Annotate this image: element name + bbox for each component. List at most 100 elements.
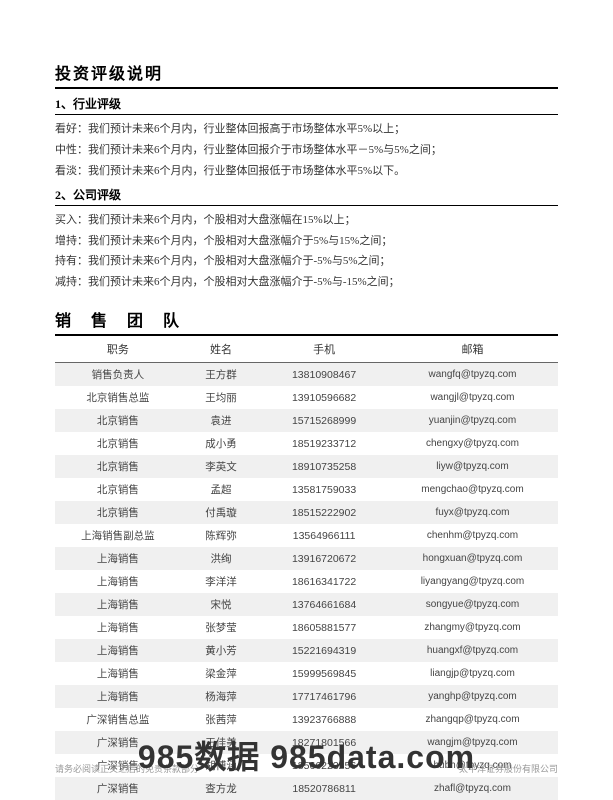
cell-role: 上海销售 <box>55 639 181 662</box>
cell-role: 北京销售 <box>55 478 181 501</box>
cell-name: 李英文 <box>181 455 261 478</box>
table-row: 上海销售黄小芳15221694319huangxf@tpyzq.com <box>55 639 558 662</box>
table-row: 上海销售张梦莹18605881577zhangmy@tpyzq.com <box>55 616 558 639</box>
table-row: 北京销售总监王均丽13910596682wangjl@tpyzq.com <box>55 386 558 409</box>
table-row: 上海销售宋悦13764661684songyue@tpyzq.com <box>55 593 558 616</box>
team-section-title: 销 售 团 队 <box>55 307 558 336</box>
cell-role: 上海销售 <box>55 685 181 708</box>
cell-email: yanghp@tpyzq.com <box>387 685 558 708</box>
table-row: 广深销售查方龙18520786811zhafl@tpyzq.com <box>55 777 558 800</box>
cell-name: 杨海萍 <box>181 685 261 708</box>
cell-phone: 13923766888 <box>261 708 387 731</box>
cell-email: mengchao@tpyzq.com <box>387 478 558 501</box>
cell-role: 北京销售 <box>55 501 181 524</box>
cell-email: zhangqp@tpyzq.com <box>387 708 558 731</box>
definition-line: 买入：我们预计未来6个月内，个股相对大盘涨幅在15%以上； <box>55 210 558 231</box>
cell-phone: 13564966111 <box>261 524 387 547</box>
table-row: 上海销售杨海萍17717461796yanghp@tpyzq.com <box>55 685 558 708</box>
definition-term: 看淡： <box>55 165 88 177</box>
cell-role: 北京销售 <box>55 455 181 478</box>
definition-line: 减持：我们预计未来6个月内，个股相对大盘涨幅介于-5%与-15%之间； <box>55 272 558 293</box>
cell-role: 上海销售 <box>55 547 181 570</box>
sales-team-table: 职务 姓名 手机 邮箱 销售负责人王方群13810908467wangfq@tp… <box>55 336 558 800</box>
table-row: 上海销售李洋洋18616341722liyangyang@tpyzq.com <box>55 570 558 593</box>
cell-name: 李洋洋 <box>181 570 261 593</box>
cell-phone: 18520786811 <box>261 777 387 800</box>
watermark-text: 985数据 985data.com <box>138 732 475 778</box>
table-row: 上海销售副总监陈辉弥13564966111chenhm@tpyzq.com <box>55 524 558 547</box>
definition-line: 看淡：我们预计未来6个月内，行业整体回报低于市场整体水平5%以下。 <box>55 161 558 182</box>
cell-role: 上海销售副总监 <box>55 524 181 547</box>
table-row: 北京销售付禹璇18515222902fuyx@tpyzq.com <box>55 501 558 524</box>
definition-term: 中性： <box>55 144 88 156</box>
definition-term: 增持： <box>55 235 88 247</box>
cell-email: fuyx@tpyzq.com <box>387 501 558 524</box>
cell-role: 上海销售 <box>55 593 181 616</box>
cell-name: 张茜萍 <box>181 708 261 731</box>
cell-email: wangjl@tpyzq.com <box>387 386 558 409</box>
cell-name: 付禹璇 <box>181 501 261 524</box>
cell-role: 北京销售总监 <box>55 386 181 409</box>
cell-phone: 18605881577 <box>261 616 387 639</box>
cell-phone: 13910596682 <box>261 386 387 409</box>
definition-term: 看好： <box>55 123 88 135</box>
cell-phone: 13810908467 <box>261 363 387 387</box>
cell-role: 北京销售 <box>55 432 181 455</box>
definition-desc: 我们预计未来6个月内，个股相对大盘涨幅介于5%与15%之间； <box>88 235 392 247</box>
cell-phone: 15715268999 <box>261 409 387 432</box>
cell-name: 成小勇 <box>181 432 261 455</box>
cell-phone: 18910735258 <box>261 455 387 478</box>
cell-email: huangxf@tpyzq.com <box>387 639 558 662</box>
cell-name: 陈辉弥 <box>181 524 261 547</box>
industry-rating-list: 看好：我们预计未来6个月内，行业整体回报高于市场整体水平5%以上；中性：我们预计… <box>55 119 558 182</box>
table-row: 北京销售孟超13581759033mengchao@tpyzq.com <box>55 478 558 501</box>
cell-phone: 18519233712 <box>261 432 387 455</box>
table-row: 北京销售袁进15715268999yuanjin@tpyzq.com <box>55 409 558 432</box>
table-row: 广深销售总监张茜萍13923766888zhangqp@tpyzq.com <box>55 708 558 731</box>
table-row: 上海销售梁金萍15999569845liangjp@tpyzq.com <box>55 662 558 685</box>
definition-term: 减持： <box>55 276 88 288</box>
company-rating-list: 买入：我们预计未来6个月内，个股相对大盘涨幅在15%以上；增持：我们预计未来6个… <box>55 210 558 294</box>
cell-email: liyw@tpyzq.com <box>387 455 558 478</box>
cell-phone: 17717461796 <box>261 685 387 708</box>
definition-desc: 我们预计未来6个月内，行业整体回报高于市场整体水平5%以上； <box>88 123 405 135</box>
cell-phone: 15999569845 <box>261 662 387 685</box>
col-header-email: 邮箱 <box>387 336 558 363</box>
cell-phone: 13581759033 <box>261 478 387 501</box>
table-row: 上海销售洪绚13916720672hongxuan@tpyzq.com <box>55 547 558 570</box>
cell-name: 洪绚 <box>181 547 261 570</box>
cell-email: chenhm@tpyzq.com <box>387 524 558 547</box>
cell-name: 宋悦 <box>181 593 261 616</box>
cell-email: liyangyang@tpyzq.com <box>387 570 558 593</box>
cell-phone: 18616341722 <box>261 570 387 593</box>
cell-email: zhangmy@tpyzq.com <box>387 616 558 639</box>
cell-name: 查方龙 <box>181 777 261 800</box>
cell-role: 上海销售 <box>55 616 181 639</box>
cell-phone: 13916720672 <box>261 547 387 570</box>
cell-name: 王方群 <box>181 363 261 387</box>
table-row: 销售负责人王方群13810908467wangfq@tpyzq.com <box>55 363 558 387</box>
cell-role: 销售负责人 <box>55 363 181 387</box>
cell-email: hongxuan@tpyzq.com <box>387 547 558 570</box>
cell-name: 王均丽 <box>181 386 261 409</box>
cell-role: 广深销售 <box>55 777 181 800</box>
definition-desc: 我们预计未来6个月内，个股相对大盘涨幅在15%以上； <box>88 214 356 226</box>
col-header-name: 姓名 <box>181 336 261 363</box>
rating-section-title: 投资评级说明 <box>55 60 558 89</box>
table-row: 北京销售成小勇18519233712chengxy@tpyzq.com <box>55 432 558 455</box>
definition-desc: 我们预计未来6个月内，个股相对大盘涨幅介于-5%与5%之间； <box>88 255 391 267</box>
cell-role: 北京销售 <box>55 409 181 432</box>
cell-role: 上海销售 <box>55 662 181 685</box>
cell-phone: 13764661684 <box>261 593 387 616</box>
cell-role: 广深销售总监 <box>55 708 181 731</box>
cell-email: songyue@tpyzq.com <box>387 593 558 616</box>
definition-desc: 我们预计未来6个月内，个股相对大盘涨幅介于-5%与-15%之间； <box>88 276 400 288</box>
definition-desc: 我们预计未来6个月内，行业整体回报介于市场整体水平－5%与5%之间； <box>88 144 442 156</box>
col-header-phone: 手机 <box>261 336 387 363</box>
cell-name: 黄小芳 <box>181 639 261 662</box>
definition-term: 持有： <box>55 255 88 267</box>
definition-line: 中性：我们预计未来6个月内，行业整体回报介于市场整体水平－5%与5%之间； <box>55 140 558 161</box>
definition-line: 持有：我们预计未来6个月内，个股相对大盘涨幅介于-5%与5%之间； <box>55 251 558 272</box>
table-header-row: 职务 姓名 手机 邮箱 <box>55 336 558 363</box>
cell-role: 上海销售 <box>55 570 181 593</box>
